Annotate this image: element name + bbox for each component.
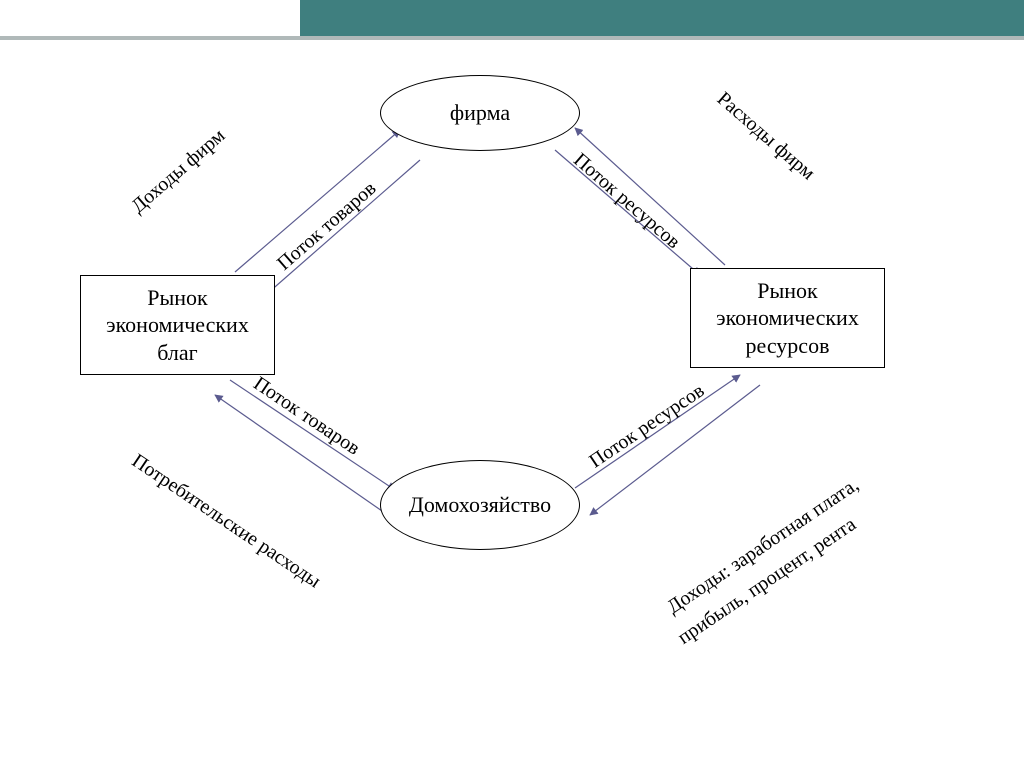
node-firm: фирма (380, 75, 580, 151)
node-goods-market: Рынок экономических благ (80, 275, 275, 375)
label-firm-income: Доходы фирм (127, 125, 229, 218)
node-goods-market-label: Рынок экономических благ (89, 284, 266, 367)
node-firm-label: фирма (450, 99, 510, 127)
node-resource-market-label: Рынок экономических ресурсов (699, 277, 876, 360)
label-res-flow-bot: Поток ресурсов (585, 380, 708, 473)
header-teal (300, 0, 1024, 40)
header-band (0, 0, 1024, 36)
node-household-label: Домохозяйство (409, 491, 551, 519)
node-household: Домохозяйство (380, 460, 580, 550)
label-res-flow-top: Поток ресурсов (569, 149, 684, 253)
label-consumer-spend: Потребительские расходы (128, 450, 325, 593)
label-firm-expenses: Расходы фирм (713, 88, 819, 185)
label-goods-flow-bot: Поток товаров (249, 372, 364, 459)
node-resource-market: Рынок экономических ресурсов (690, 268, 885, 368)
label-goods-flow-top: Поток товаров (273, 177, 381, 275)
header-spacer (0, 0, 300, 40)
